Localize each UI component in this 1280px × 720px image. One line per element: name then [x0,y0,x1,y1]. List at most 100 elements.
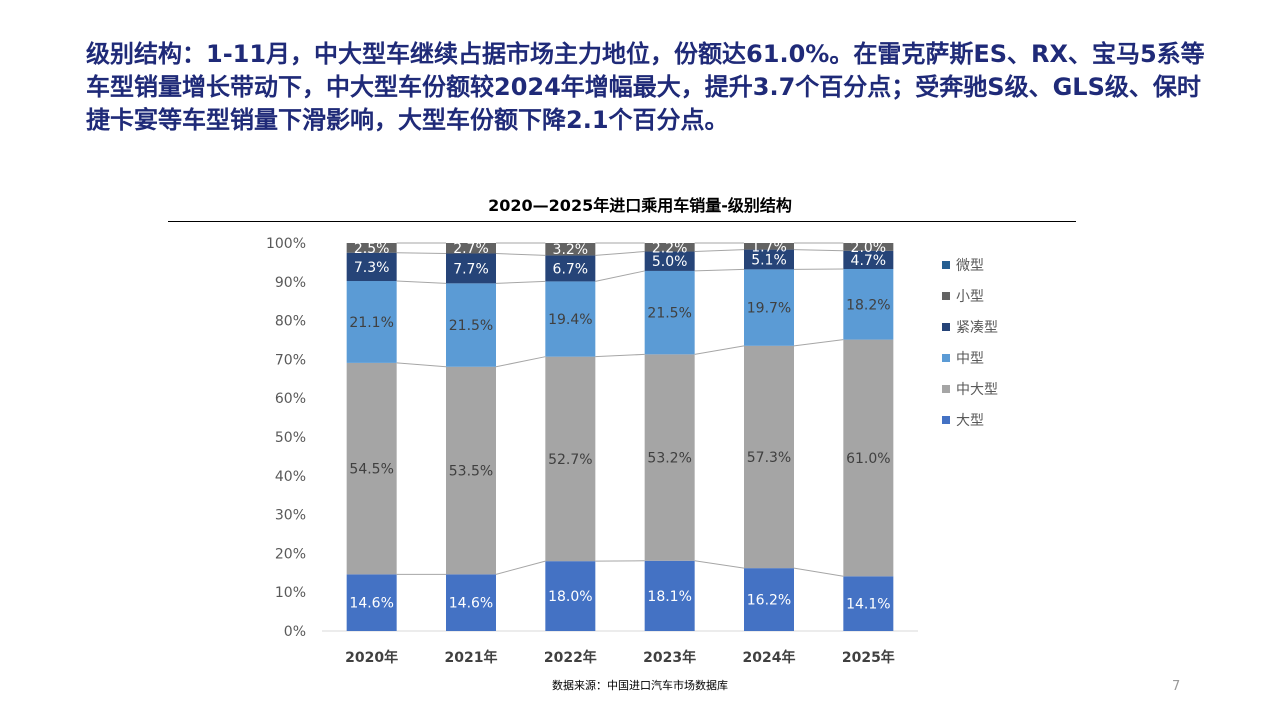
legend-swatch-微型 [942,261,950,269]
series-line [595,251,645,256]
y-tick-label: 100% [266,236,306,252]
data-label: 5.0% [652,254,688,270]
data-label: 5.1% [751,252,787,268]
data-label: 19.4% [548,312,592,328]
series-line [694,560,745,569]
bar-紧凑型 [346,252,397,282]
bar-中型 [644,270,695,355]
x-tick-label: 2025年 [842,649,895,666]
y-tick-label: 0% [284,624,306,640]
data-label: 3.2% [553,242,589,258]
legend-swatch-中型 [942,354,950,362]
x-tick-label: 2022年 [544,649,597,666]
series-line [396,252,447,254]
series-line [495,252,546,256]
data-label: 61.0% [846,451,890,467]
legend-label: 微型 [956,258,984,274]
legend-swatch-大型 [942,416,950,424]
bar-小型 [843,243,894,251]
data-label: 18.2% [846,297,890,313]
legend-label: 紧凑型 [956,319,998,336]
bar-中型 [446,283,496,367]
data-label: 19.7% [747,301,791,317]
bar-大型 [843,576,894,631]
data-label: 21.5% [449,318,493,334]
bar-中大型 [545,356,596,562]
legend-swatch-紧凑型 [942,323,950,331]
bar-大型 [446,574,496,631]
bar-中大型 [346,362,397,575]
chart-title: 2020—2025年进口乘用车销量-级别结构 [488,196,792,215]
bar-紧凑型 [446,253,496,284]
data-label: 4.7% [851,253,887,269]
y-tick-label: 40% [275,469,306,485]
series-line [793,339,844,347]
title-divider [168,221,1076,222]
y-tick-label: 20% [275,546,306,562]
bar-中大型 [644,354,695,561]
data-label: 2.7% [453,241,489,257]
series-line [495,280,546,284]
data-label: 57.3% [747,450,791,466]
data-label: 54.5% [349,462,393,478]
headline: 级别结构：1-11月，中大型车继续占据市场主力地位，份额达61.0%。在雷克萨斯… [86,40,1205,134]
data-label: 21.1% [349,315,393,331]
data-label: 14.1% [846,597,890,613]
legend-label: 小型 [956,289,984,305]
data-label: 1.7% [751,239,787,255]
series-line [694,345,745,355]
data-label: 18.0% [548,589,592,605]
bar-中型 [843,268,894,340]
data-label: 2.5% [354,241,390,257]
data-label: 21.5% [647,306,691,322]
y-tick-label: 90% [275,275,306,291]
series-line [495,560,546,575]
y-tick-label: 30% [275,508,306,524]
series-line [396,362,447,368]
legend-swatch-小型 [942,292,950,300]
data-label: 6.7% [553,261,589,277]
bar-小型 [744,243,794,250]
x-tick-label: 2023年 [643,649,696,666]
data-label: 2.0% [851,240,887,256]
series-line [396,280,447,284]
bar-大型 [644,560,695,631]
series-line [595,270,645,282]
data-source: 数据来源：中国进口汽车市场数据库 [552,679,728,692]
bar-中型 [744,269,794,346]
y-tick-label: 60% [275,391,306,407]
x-tick-label: 2021年 [445,649,498,666]
bar-中型 [346,281,397,363]
data-label: 18.1% [647,589,691,605]
bar-中大型 [446,366,496,575]
data-label: 2.2% [652,240,688,256]
legend-label: 中大型 [956,382,998,398]
data-label: 52.7% [548,452,592,468]
series-line [595,353,645,358]
y-tick-label: 70% [275,352,306,368]
series-line [694,249,745,253]
bar-紧凑型 [744,249,794,270]
legend-label: 中型 [956,351,984,367]
x-tick-label: 2020年 [345,649,398,666]
series-line [694,268,745,272]
y-tick-label: 10% [275,585,306,601]
legend-label: 大型 [956,413,984,429]
data-label: 14.6% [449,596,493,612]
data-label: 14.6% [349,596,393,612]
bar-小型 [446,243,496,254]
data-label: 53.2% [647,451,691,467]
bar-紧凑型 [843,250,894,269]
data-label: 7.3% [354,260,390,276]
data-label: 7.7% [453,261,489,277]
y-tick-label: 50% [275,430,306,446]
y-tick-label: 80% [275,314,306,330]
bar-大型 [545,561,596,631]
bar-大型 [744,568,794,631]
bar-小型 [545,243,596,256]
x-tick-label: 2024年 [743,649,796,666]
series-line [495,356,546,368]
bar-小型 [346,243,397,253]
series-line [793,567,844,577]
